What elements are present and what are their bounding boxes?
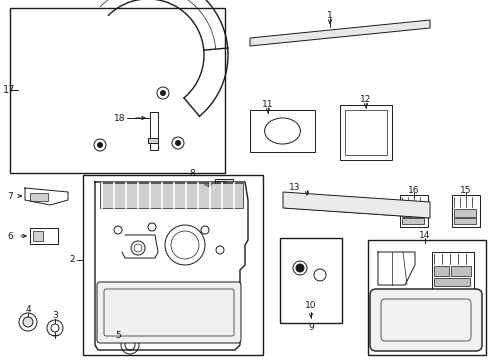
Text: 5: 5	[115, 330, 121, 339]
Text: 17: 17	[3, 85, 15, 95]
Bar	[450, 266, 470, 276]
Bar	[249, 110, 314, 152]
Text: 7: 7	[7, 192, 13, 201]
Bar	[433, 266, 448, 276]
Text: 2: 2	[69, 256, 75, 265]
Text: 10: 10	[305, 301, 316, 310]
Text: 12: 12	[360, 95, 371, 104]
Text: 16: 16	[407, 185, 419, 194]
Bar	[345, 110, 386, 155]
Text: 1: 1	[326, 10, 332, 19]
Text: 6: 6	[7, 231, 13, 240]
Bar	[453, 218, 475, 224]
Text: 18: 18	[113, 113, 125, 122]
Bar	[367, 240, 485, 355]
Polygon shape	[249, 20, 429, 46]
Bar	[148, 138, 158, 143]
FancyBboxPatch shape	[369, 289, 481, 351]
Bar	[215, 179, 232, 191]
Polygon shape	[283, 192, 429, 218]
Text: 9: 9	[307, 324, 313, 333]
Bar	[453, 209, 475, 217]
Bar	[150, 112, 158, 150]
Circle shape	[295, 264, 304, 272]
Bar	[33, 231, 43, 241]
Bar	[431, 252, 473, 290]
Polygon shape	[100, 183, 243, 208]
Circle shape	[23, 317, 33, 327]
Bar	[10, 8, 224, 173]
Bar	[30, 193, 48, 201]
Bar	[413, 209, 423, 217]
Text: 15: 15	[459, 185, 471, 194]
Text: 4: 4	[25, 306, 31, 315]
Bar	[401, 218, 423, 224]
Text: 13: 13	[289, 183, 300, 192]
Circle shape	[97, 142, 103, 148]
Bar	[433, 278, 469, 286]
Bar	[339, 105, 391, 160]
Bar	[399, 195, 427, 227]
Bar	[280, 238, 341, 323]
Circle shape	[175, 140, 181, 146]
Bar	[30, 228, 58, 244]
Text: 8: 8	[189, 168, 195, 177]
Bar	[217, 181, 224, 189]
Text: 11: 11	[262, 99, 273, 108]
Bar	[83, 175, 263, 355]
Text: 3: 3	[52, 311, 58, 320]
Text: 14: 14	[418, 230, 430, 239]
Circle shape	[160, 90, 165, 96]
Bar	[401, 209, 411, 217]
FancyBboxPatch shape	[97, 282, 241, 343]
Bar	[451, 195, 479, 227]
